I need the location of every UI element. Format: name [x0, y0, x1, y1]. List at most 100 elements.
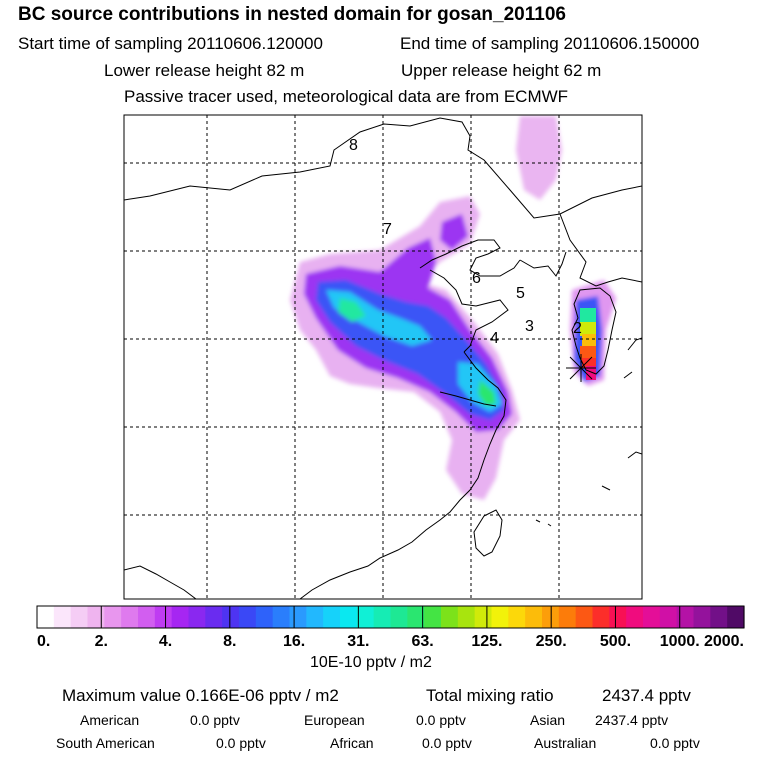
east-coast — [299, 351, 507, 599]
tracer-note: Passive tracer used, meteorological data… — [124, 87, 569, 106]
max-value-text: Maximum value 0.166E-06 pptv / m2 — [62, 686, 339, 705]
colorbar-cell — [171, 606, 190, 628]
colorbar-cell — [289, 606, 307, 628]
colorbar-tick-label: 2000. — [704, 633, 744, 650]
region-label-6: 6 — [472, 270, 481, 287]
colorbar-cell — [104, 606, 122, 628]
end-sampling-text: End time of sampling 20110606.150000 — [400, 34, 700, 53]
colorbar-cell — [138, 606, 156, 628]
taiwan-coast — [473, 509, 503, 557]
colorbar-tick-label: 250. — [536, 633, 567, 650]
colorbar-tick-label: 1000. — [660, 633, 700, 650]
colorbar-cell — [727, 606, 745, 628]
region-name: European — [304, 712, 365, 728]
region-label-5: 5 — [516, 285, 525, 302]
colorbar-cell — [222, 606, 240, 628]
colorbar-cells — [37, 606, 745, 628]
sampling-times: Start time of sampling 20110606.120000 E… — [18, 34, 699, 54]
islands-small — [535, 519, 552, 527]
plume-field — [290, 116, 616, 500]
chart-title: BC source contributions in nested domain… — [18, 4, 566, 25]
colorbar-cell — [575, 606, 594, 628]
colorbar-cell — [558, 606, 577, 628]
colorbar-cell — [255, 606, 274, 628]
colorbar-cell — [609, 606, 627, 628]
colorbar-cell — [508, 606, 526, 628]
lower-release-text: Lower release height 82 m — [104, 61, 305, 80]
colorbar-cell — [37, 606, 55, 628]
shandong-coast — [429, 269, 509, 353]
region-label-3: 3 — [525, 318, 534, 335]
colorbar-tick-label: 16. — [283, 633, 305, 650]
colorbar-cell — [676, 606, 695, 628]
colorbar-tick-label: 0. — [37, 633, 50, 650]
region-value: 0.0 pptv — [650, 735, 700, 751]
colorbar-cell — [356, 606, 375, 628]
colorbar-frame — [36, 605, 745, 629]
colorbar-cell — [592, 606, 610, 628]
colorbar-cell — [323, 606, 341, 628]
region-value: 0.0 pptv — [422, 735, 472, 751]
region-value: 0.0 pptv — [190, 712, 240, 728]
colorbar-tick-label: 500. — [600, 633, 631, 650]
colorbar-cell — [373, 606, 392, 628]
colorbar-cell — [154, 606, 173, 628]
border-north — [124, 117, 642, 219]
plume-violet-north — [440, 214, 468, 250]
colorbar-cell — [70, 606, 89, 628]
region-value: 0.0 pptv — [416, 712, 466, 728]
colorbar-cell — [407, 606, 425, 628]
summary-line: Maximum value 0.166E-06 pptv / m2 Total … — [62, 686, 691, 706]
japan-coast — [601, 337, 642, 491]
colorbar-cell — [659, 606, 678, 628]
colorbar-cell — [340, 606, 358, 628]
liaodong-coast — [519, 251, 567, 277]
region-name: Australian — [534, 735, 597, 751]
colorbar-tick-label: 63. — [412, 633, 434, 650]
receptor-star-icon — [566, 354, 596, 382]
colorbar-cell — [239, 606, 257, 628]
colorbar-cell — [390, 606, 408, 628]
colorbar-cell — [121, 606, 139, 628]
map-gridlines — [124, 115, 642, 599]
korea-coast — [571, 287, 617, 375]
colorbar-tick-label: 2. — [95, 633, 108, 650]
map-frame — [123, 114, 643, 600]
region-name: African — [330, 735, 374, 751]
colorbar-cell — [710, 606, 728, 628]
yangtze-river — [439, 391, 497, 407]
region-label-4: 4 — [490, 330, 499, 347]
plume-halo-east — [516, 116, 562, 200]
region-label-2: 2 — [573, 320, 582, 337]
colorbar-tick-labels: 0. 2. 4. 8. 16. 31. 63. 125. 250. 500. 1000. 2000. — [37, 633, 744, 650]
colorbar-cell — [272, 606, 291, 628]
colorbar-cell — [306, 606, 324, 628]
colorbar-cell — [53, 606, 72, 628]
region-value: 0.0 pptv — [216, 735, 266, 751]
total-mixing-label: Total mixing ratio — [426, 686, 554, 705]
plume-green-delta — [478, 380, 496, 406]
bohai-coast — [419, 239, 521, 277]
colorbar-cell — [491, 606, 509, 628]
start-sampling-text: Start time of sampling 20110606.120000 — [18, 34, 323, 53]
colorbar-cell — [525, 606, 543, 628]
colorbar-cell — [87, 606, 105, 628]
colorbar-tick-label: 8. — [223, 633, 236, 650]
colorbar-cell — [626, 606, 644, 628]
colorbar-cell — [205, 606, 223, 628]
colorbar-cell — [457, 606, 476, 628]
plume-hotspot — [580, 308, 596, 380]
border-northeast — [559, 213, 642, 287]
colorbar-tick-label: 31. — [347, 633, 369, 650]
region-name: South American — [56, 735, 155, 751]
colorbar-tick-label: 125. — [471, 633, 502, 650]
plume-green — [338, 298, 366, 322]
colorbar-unit: 10E-10 pptv / m2 — [310, 654, 432, 671]
hainan-west-coast — [124, 565, 197, 599]
colorbar-tick-label: 4. — [159, 633, 172, 650]
colorbar-cell — [643, 606, 661, 628]
colorbar-cell — [188, 606, 206, 628]
region-name: Asian — [530, 712, 566, 728]
region-label-8: 8 — [349, 137, 358, 154]
